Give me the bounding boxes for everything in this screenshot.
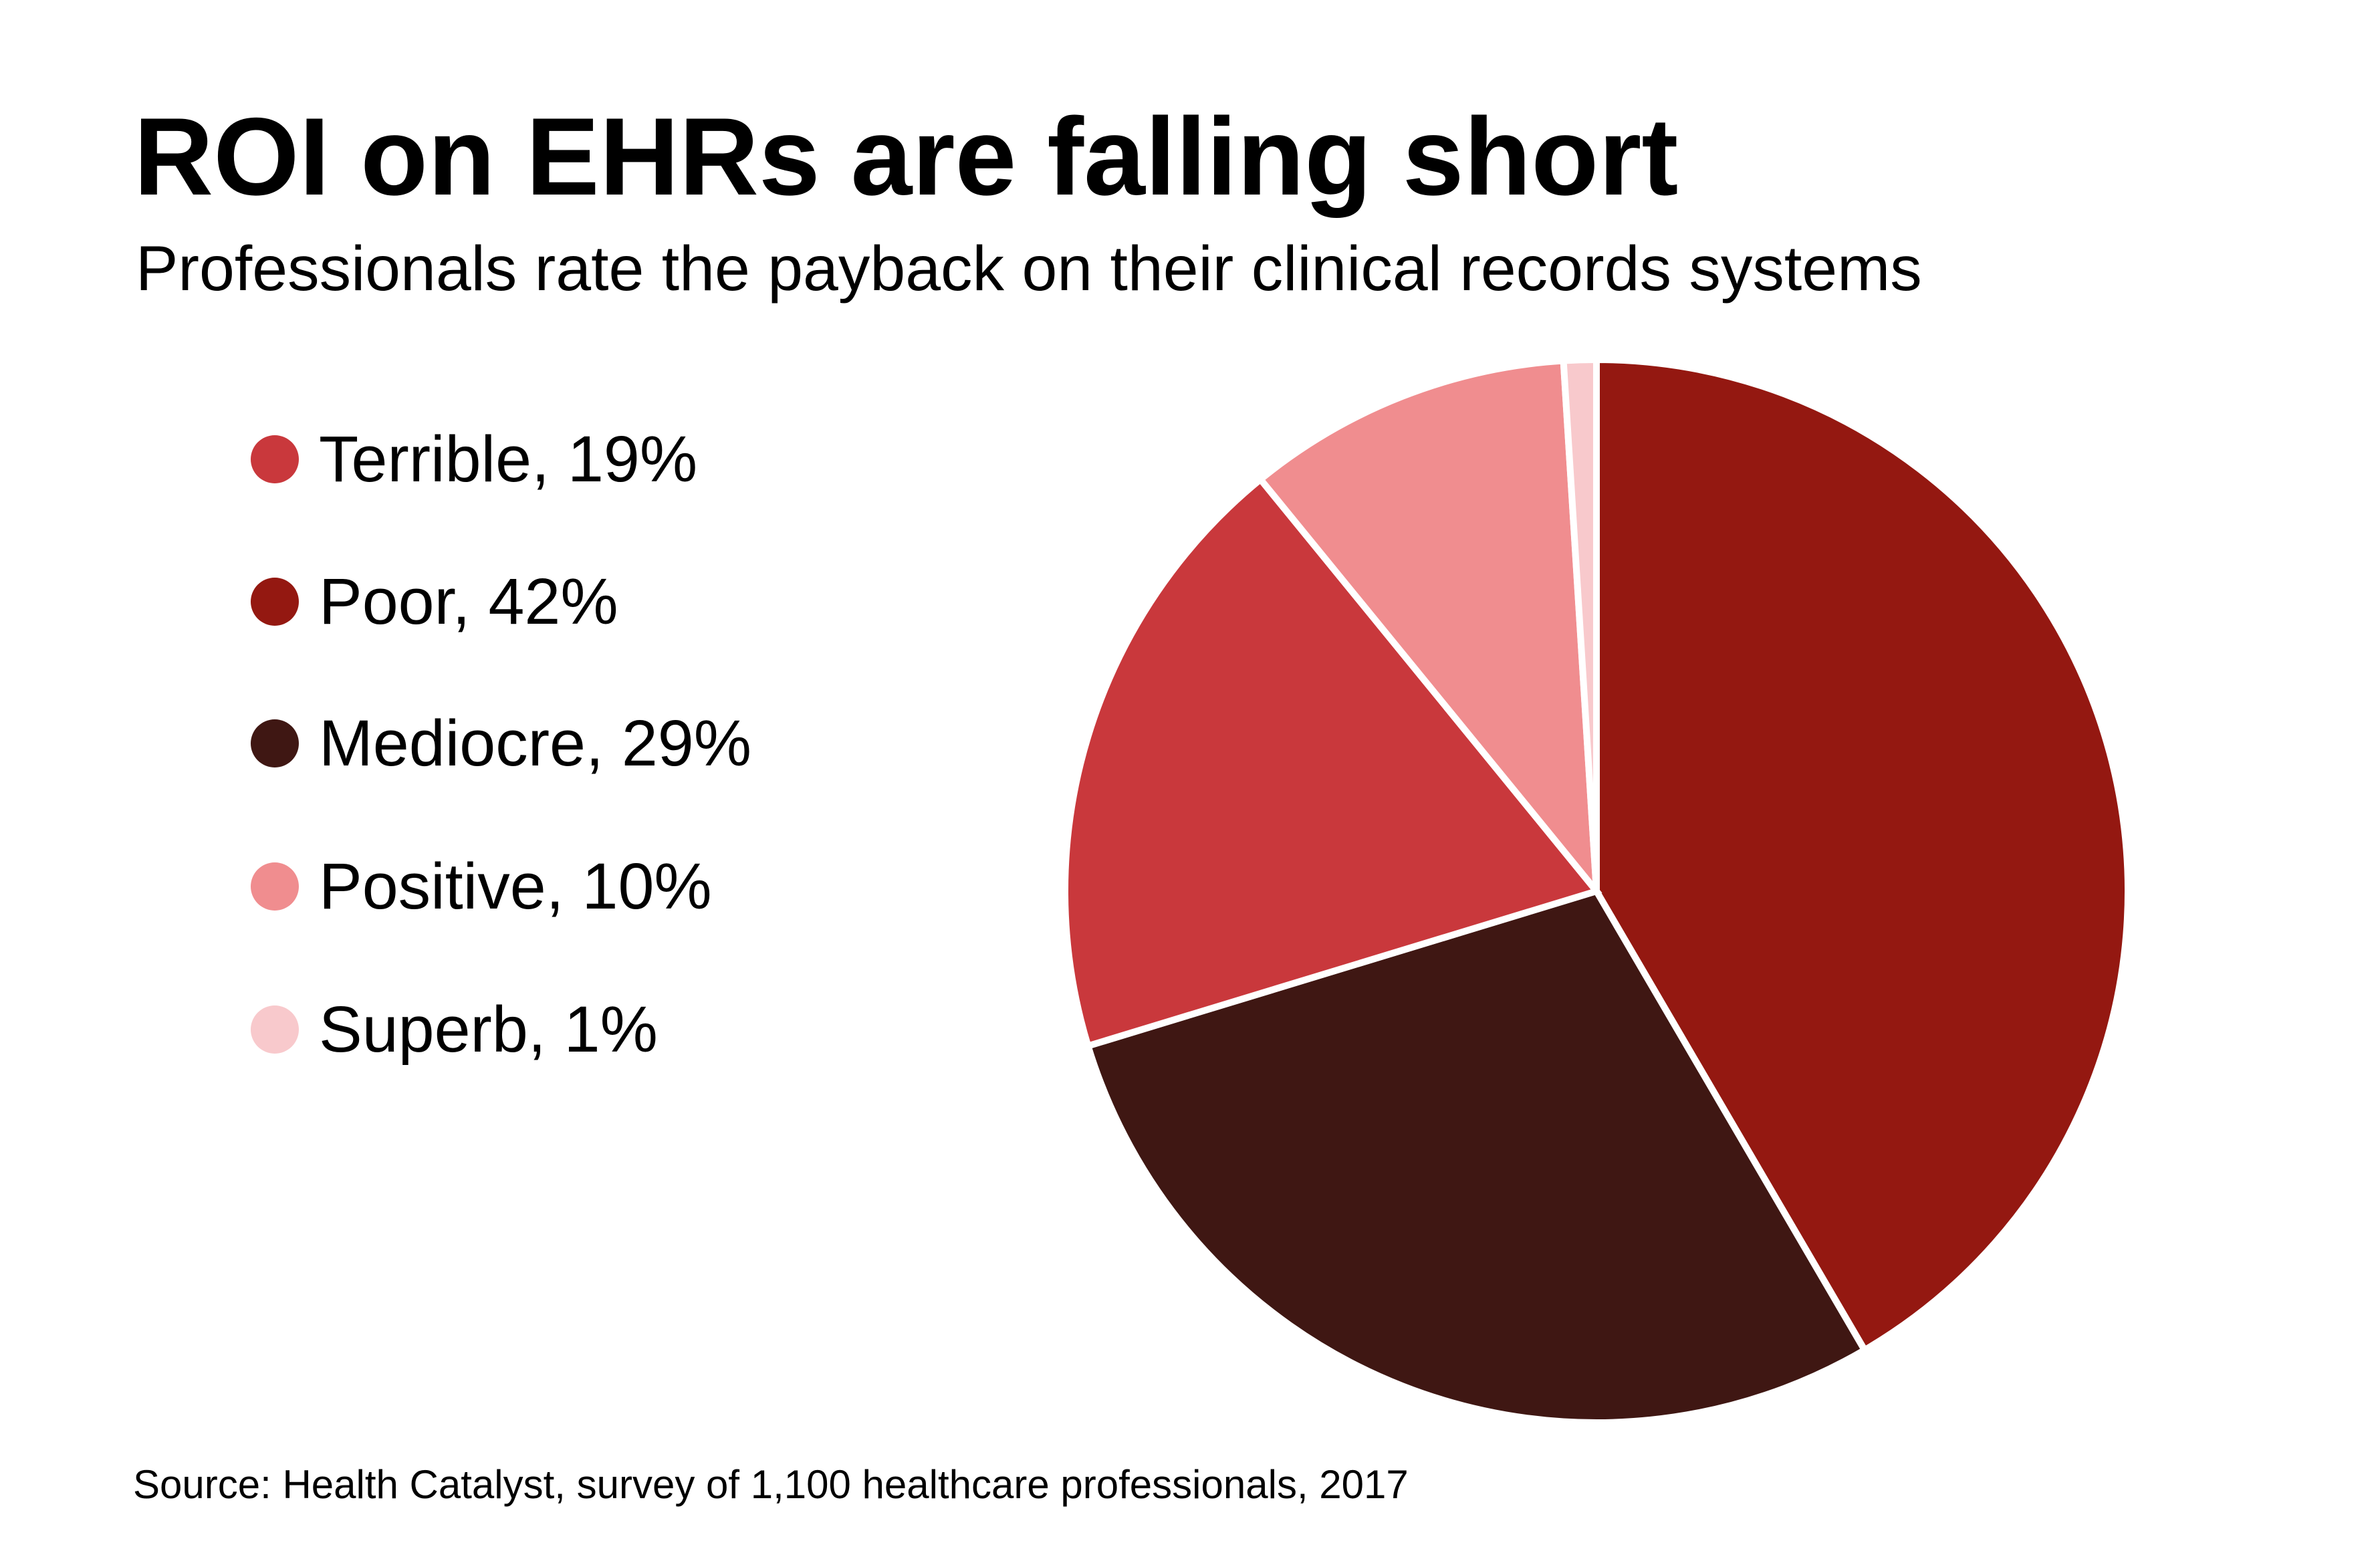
legend-label-positive: Positive, 10% [319, 850, 712, 923]
pie-slice-positive [1256, 357, 1600, 902]
pie-slice-terrible [1062, 474, 1602, 1050]
pie-slice-superb [1560, 356, 1600, 892]
legend-bullet-icon [251, 862, 299, 911]
legend-bullet-icon [251, 719, 299, 767]
legend-bullet-icon [251, 1005, 299, 1054]
legend-bullet-icon [251, 435, 299, 483]
legend-bullet-icon [251, 578, 299, 626]
legend-item-mediocre: Mediocre, 29% [251, 711, 751, 776]
legend-item-terrible: Terrible, 19% [251, 427, 697, 491]
legend-item-superb: Superb, 1% [251, 997, 658, 1062]
legend-item-positive: Positive, 10% [251, 854, 712, 919]
source-note: Source: Health Catalyst, survey of 1,100… [133, 1462, 1409, 1507]
pie-chart [1062, 356, 2131, 1426]
legend-label-poor: Poor, 42% [319, 565, 618, 638]
legend-label-mediocre: Mediocre, 29% [319, 707, 751, 780]
chart-title: ROI on EHRs are falling short [134, 95, 1679, 218]
legend-label-terrible: Terrible, 19% [319, 423, 698, 495]
pie-slice-mediocre [1084, 887, 1869, 1426]
pie-slice-poor [1593, 356, 2131, 1355]
legend-label-superb: Superb, 1% [319, 993, 658, 1066]
legend-item-poor: Poor, 42% [251, 565, 618, 638]
chart-subtitle: Professionals rate the payback on their … [136, 233, 1922, 304]
